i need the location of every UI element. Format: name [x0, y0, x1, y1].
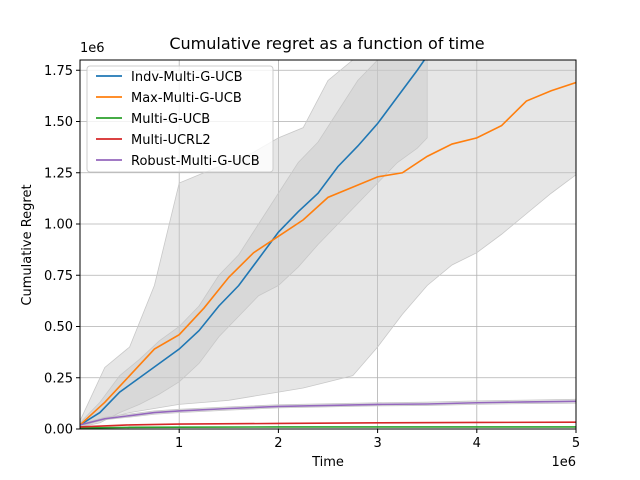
y-tick-label: 1.75: [44, 64, 73, 79]
series-line: [80, 421, 576, 428]
legend-label: Multi-G-UCB: [131, 112, 210, 127]
y-axis-label: Cumulative Regret: [20, 184, 35, 305]
axes-frame: [79, 59, 577, 430]
legend-label: Robust-Multi-G-UCB: [131, 154, 260, 169]
x-tick-label: 5: [572, 436, 580, 451]
series-line: [80, 60, 426, 426]
y-tick-label: 0.50: [44, 320, 73, 335]
confidence-band: [80, 60, 428, 428]
legend: Indv-Multi-G-UCB Max-Multi-G-UCB Multi-G-U…: [86, 65, 274, 173]
x-axis-label: Time: [311, 455, 344, 470]
y-tick-label: 0.00: [44, 423, 73, 438]
y-tick-label: 0.25: [44, 371, 73, 386]
y-tick-label: 0.75: [44, 269, 73, 284]
y-offset-label: 1e6: [80, 41, 105, 56]
confidence-bands: [80, 60, 576, 428]
x-tick-label: 2: [274, 436, 282, 451]
x-tick-label: 3: [373, 436, 381, 451]
axis-ticks: 1 2 3 4 5 0.00 0.25 0.50 0.75 1.00 1.25 1.50 1.75: [44, 64, 580, 451]
legend-label: Max-Multi-G-UCB: [131, 91, 242, 106]
y-tick-label: 1.25: [44, 166, 73, 181]
y-tick-label: 1.00: [44, 218, 73, 233]
x-offset-label: 1e6: [551, 455, 576, 470]
x-tick-label: 4: [473, 436, 481, 451]
legend-label: Indv-Multi-G-UCB: [131, 70, 243, 85]
legend-box: [86, 65, 274, 173]
series-line: [80, 81, 576, 426]
legend-label: Multi-UCRL2: [131, 133, 211, 148]
y-tick-label: 1.50: [44, 115, 73, 130]
series-line: [80, 400, 576, 426]
chart-title: Cumulative regret as a function of time: [169, 34, 484, 53]
series-lines: [80, 60, 576, 429]
series-line: [80, 426, 576, 429]
x-tick-label: 1: [175, 436, 183, 451]
